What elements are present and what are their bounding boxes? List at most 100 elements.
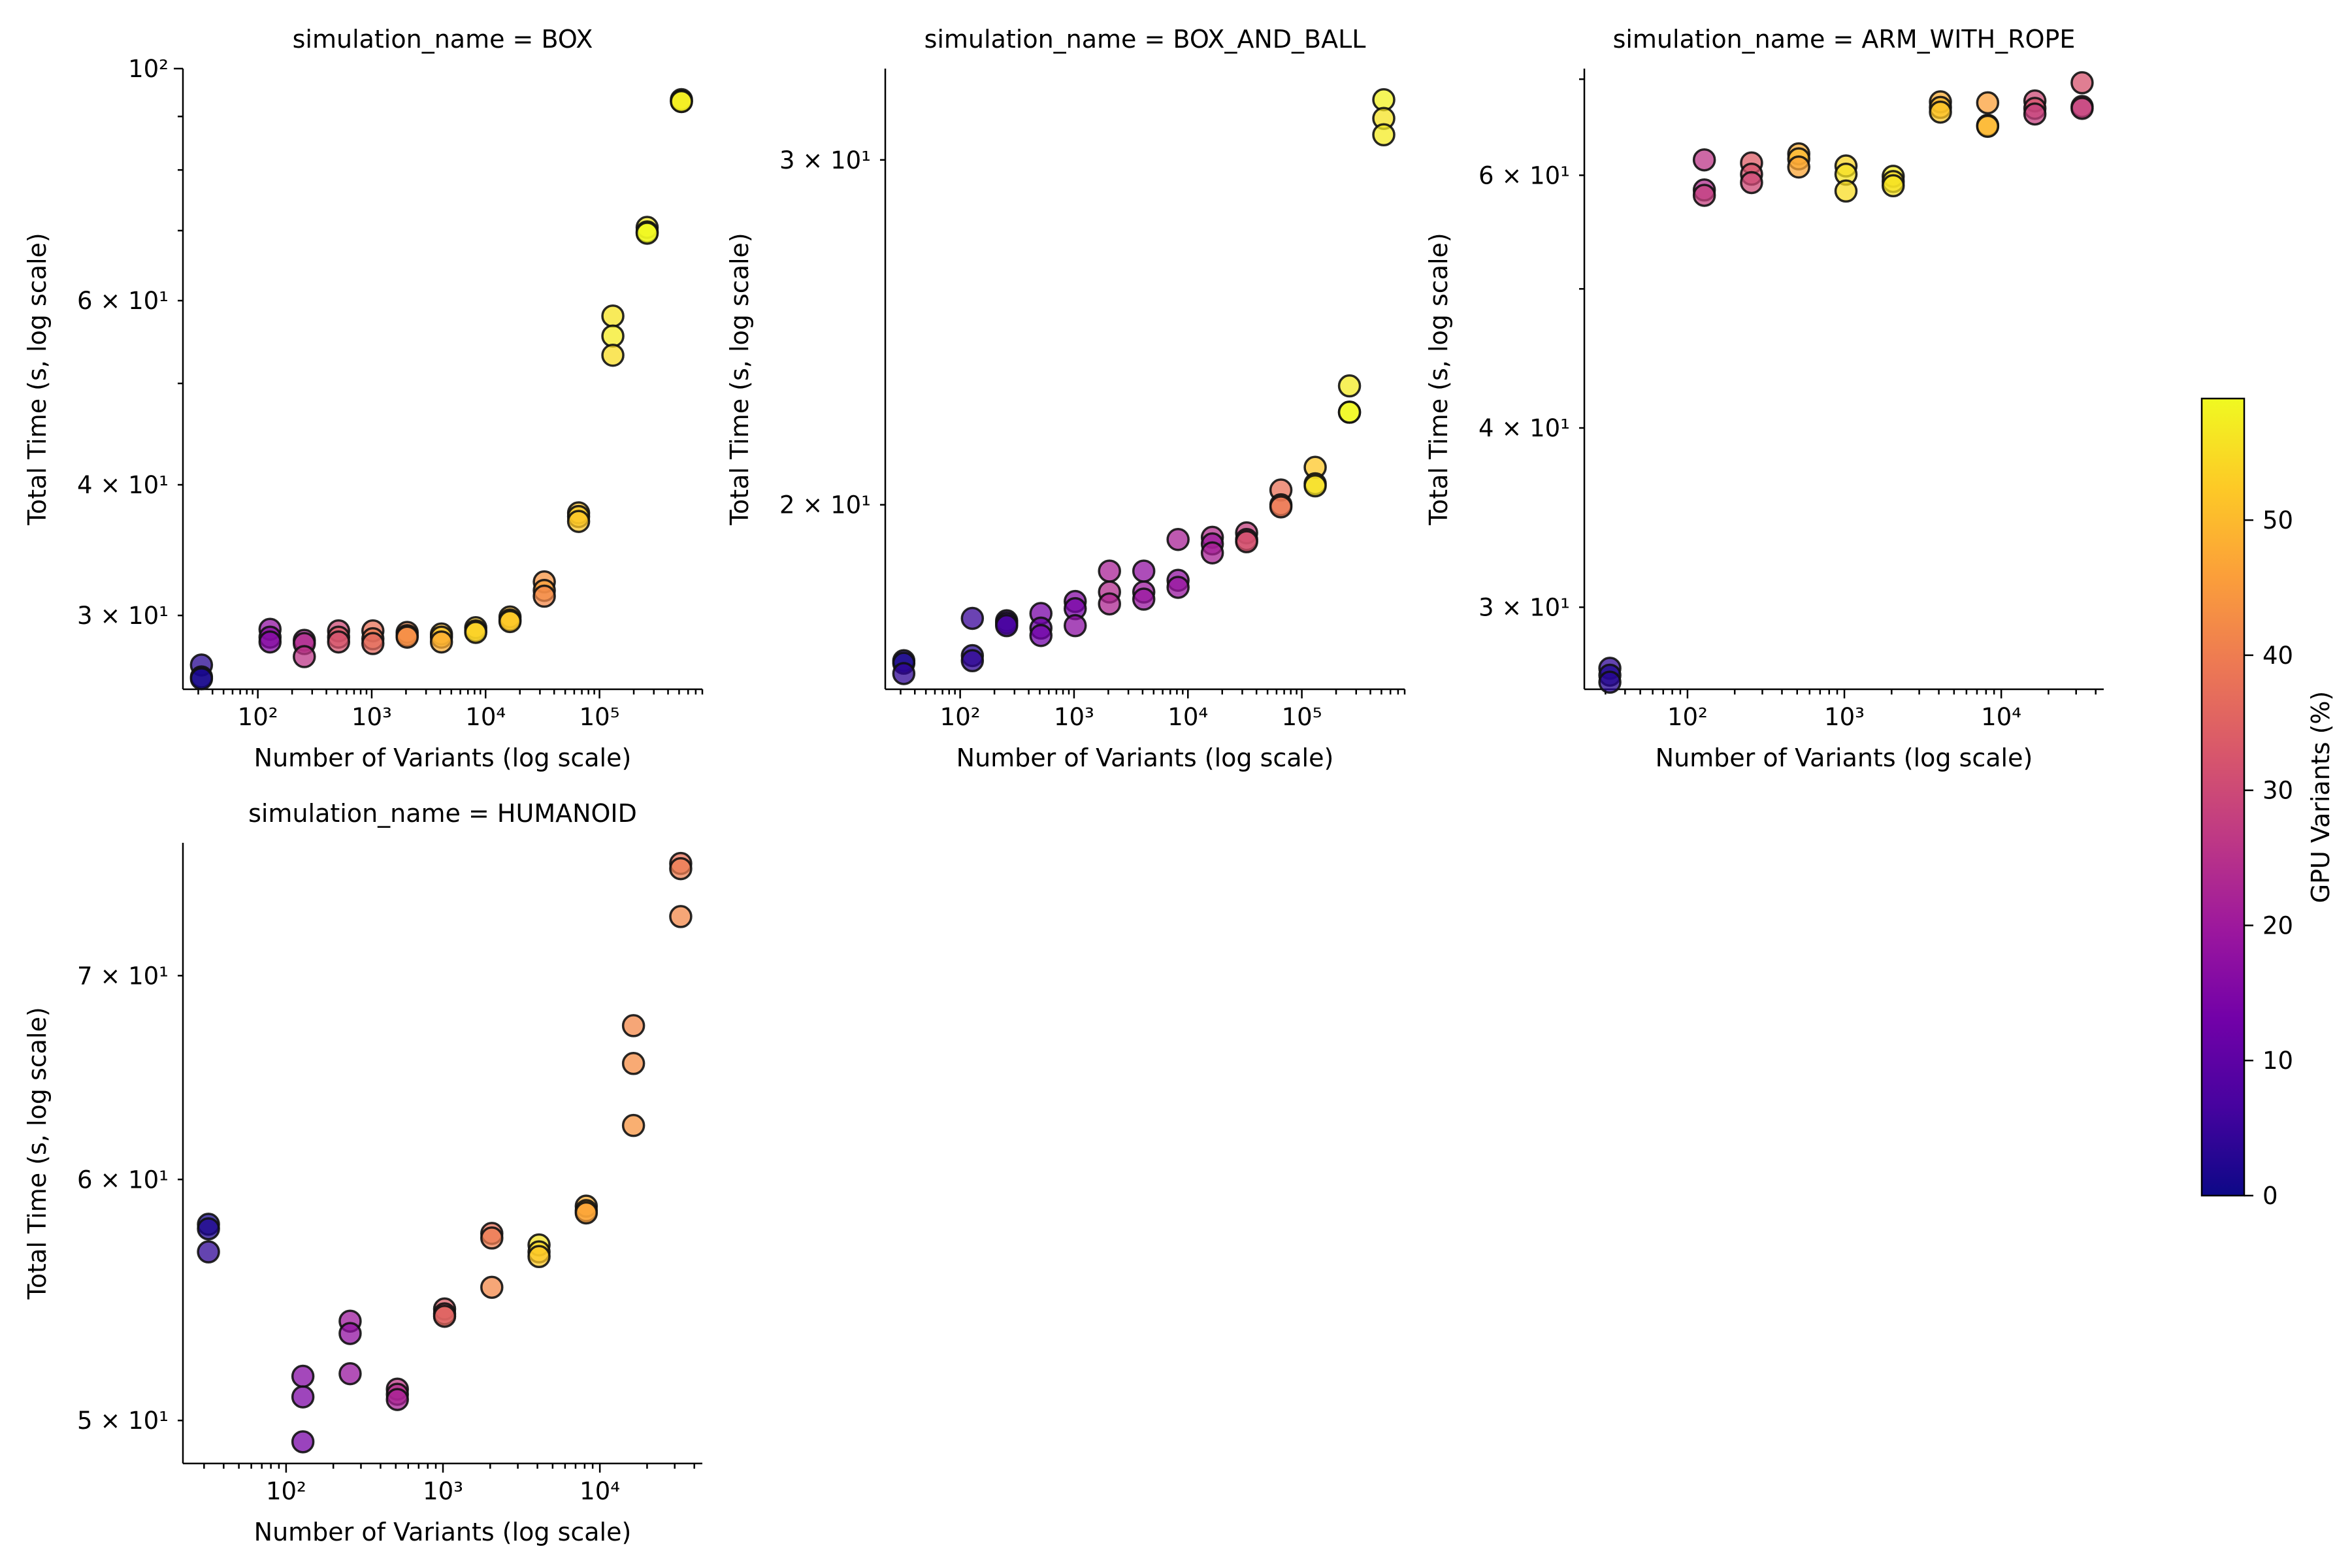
x-tick-label: 10² — [266, 1477, 306, 1505]
data-point — [2023, 102, 2047, 126]
data-point — [1269, 495, 1293, 519]
data-point — [1976, 114, 2000, 139]
y-axis-label: Total Time (s, log scale) — [23, 233, 52, 525]
y-tick-label: 7 × 10¹ — [77, 962, 169, 990]
x-tick-label: 10⁴ — [580, 1477, 620, 1505]
panel-title: simulation_name = HUMANOID — [248, 799, 637, 828]
data-point — [361, 632, 385, 655]
y-tick-label: 6 × 10¹ — [77, 287, 169, 315]
data-point — [527, 1245, 551, 1269]
x-tick-label: 10⁵ — [580, 703, 620, 731]
data-point — [1132, 559, 1156, 583]
data-point — [1132, 587, 1156, 611]
y-tick-label: 3 × 10¹ — [1478, 593, 1570, 621]
data-point — [601, 304, 625, 328]
data-point — [1692, 184, 1716, 207]
data-point — [1063, 613, 1087, 638]
data-point — [601, 324, 625, 348]
x-tick-label: 10³ — [1824, 703, 1865, 731]
data-point — [1787, 155, 1810, 179]
data-point — [669, 905, 693, 928]
data-point — [189, 667, 214, 691]
data-point — [429, 630, 453, 654]
data-point — [1303, 474, 1327, 498]
data-point — [1882, 174, 1905, 198]
data-point — [338, 1362, 362, 1386]
data-point — [291, 1430, 315, 1454]
data-point — [1235, 530, 1258, 553]
y-tick-label: 6 × 10¹ — [77, 1166, 169, 1194]
data-point — [892, 662, 916, 685]
data-point — [464, 621, 487, 644]
panel-title: simulation_name = BOX — [293, 25, 593, 54]
data-point — [338, 1322, 362, 1345]
data-point — [1337, 400, 1362, 424]
x-tick-label: 10³ — [351, 703, 392, 731]
x-tick-label: 10² — [238, 703, 278, 731]
data-point — [1929, 100, 1952, 124]
x-tick-label: 10⁴ — [1168, 703, 1208, 731]
data-point — [566, 510, 591, 533]
data-point — [498, 610, 522, 634]
data-point — [2070, 71, 2094, 95]
y-tick-label: 6 × 10¹ — [1478, 161, 1570, 189]
panel-1: simulation_name = BOX 10² 10³ 10⁴ 10⁵ 10² 3 × … — [23, 25, 704, 772]
x-axis-label: Number of Variants (log scale) — [254, 743, 632, 772]
colorbar-tick-label: 10 — [2262, 1047, 2293, 1075]
x-axis-label: Number of Variants (log scale) — [254, 1518, 632, 1546]
data-point — [1372, 123, 1396, 147]
data-point — [1098, 592, 1121, 616]
panel-title: simulation_name = BOX_AND_BALL — [924, 25, 1366, 54]
y-axis-label: Total Time (s, log scale) — [23, 1007, 52, 1299]
data-point — [1834, 179, 1858, 203]
colorbar-tick-label: 40 — [2262, 642, 2293, 670]
x-tick-label: 10⁵ — [1282, 703, 1322, 731]
colorbar-gradient — [2200, 397, 2246, 1197]
y-tick-label: 4 × 10¹ — [77, 471, 169, 499]
x-tick-label: 10³ — [1054, 703, 1094, 731]
y-tick-label: 10² — [128, 55, 169, 83]
data-point — [2070, 97, 2094, 120]
colorbar-ticks: 0 10 20 30 40 50 — [2244, 506, 2293, 1210]
y-tick-label: 3 × 10¹ — [779, 146, 871, 174]
x-tick-label: 10⁴ — [1981, 703, 2021, 731]
colorbar-label: GPU Variants (%) — [2306, 691, 2335, 904]
y-tick-label: 4 × 10¹ — [1478, 414, 1570, 442]
panel-3: simulation_name = ARM_WITH_ROPE 10² 10³ 10⁴… — [1424, 25, 2104, 772]
data-point — [480, 1226, 504, 1250]
data-point — [385, 1388, 409, 1411]
data-point — [960, 606, 985, 630]
x-tick-label: 10² — [940, 703, 981, 731]
panel-4: simulation_name = HUMANOID 10² 10³ 10⁴ 5 × 1… — [23, 799, 702, 1546]
data-point — [1692, 148, 1716, 172]
panel-title: simulation_name = ARM_WITH_ROPE — [1613, 25, 2076, 54]
data-point — [574, 1201, 598, 1225]
y-tick-label: 3 × 10¹ — [77, 602, 169, 630]
data-point — [1740, 171, 1763, 195]
data-point — [480, 1275, 504, 1299]
y-axis-label: Total Time (s, log scale) — [725, 233, 754, 525]
data-point — [327, 630, 351, 654]
data-point — [995, 613, 1019, 638]
y-axis-label: Total Time (s, log scale) — [1424, 233, 1453, 525]
data-point — [621, 1014, 645, 1037]
data-point — [1098, 559, 1121, 583]
data-point — [197, 1217, 220, 1241]
data-point — [635, 221, 659, 245]
data-point — [621, 1052, 645, 1075]
colorbar-tick-label: 30 — [2262, 777, 2293, 805]
x-axis-label: Number of Variants (log scale) — [1656, 743, 2033, 772]
x-tick-label: 10⁴ — [465, 703, 506, 731]
panel-2: simulation_name = BOX_AND_BALL 10² 10³ 10⁴ 1… — [725, 25, 1406, 772]
data-point — [1598, 670, 1622, 694]
data-point — [1029, 624, 1053, 647]
panels: simulation_name = BOX 10² 10³ 10⁴ 10⁵ 10² 3 × … — [23, 25, 2104, 1546]
colorbar-tick-label: 20 — [2262, 911, 2293, 939]
data-point — [291, 1364, 315, 1388]
y-tick-label: 5 × 10¹ — [77, 1407, 169, 1435]
data-point — [1976, 91, 2000, 115]
data-point — [395, 625, 419, 649]
data-point — [532, 584, 556, 608]
data-point — [1200, 541, 1224, 565]
